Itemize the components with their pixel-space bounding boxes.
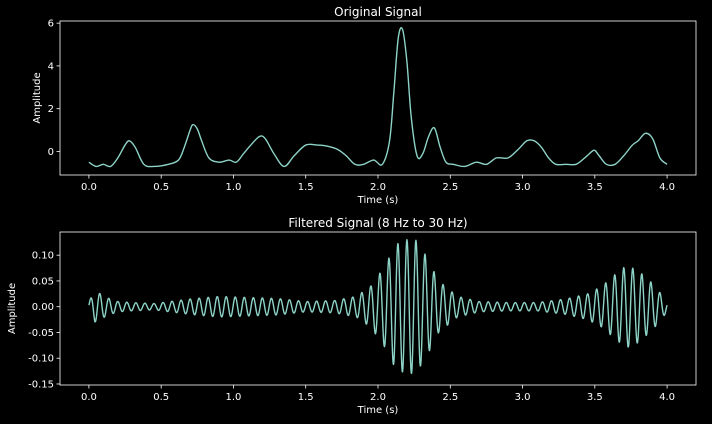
x-tick-label: 1.5 <box>298 392 314 403</box>
x-tick-label: 0.0 <box>81 182 97 193</box>
y-tick-label: 2 <box>48 104 54 115</box>
x-tick-label: 1.0 <box>226 182 242 193</box>
x-tick-label: 0.0 <box>81 392 97 403</box>
x-axis-label: Time (s) <box>357 405 399 416</box>
y-tick-label: 0.10 <box>32 251 54 262</box>
y-tick-label: -0.05 <box>28 328 54 339</box>
signal-line <box>88 239 668 374</box>
y-axis-label: Amplitude <box>32 72 43 123</box>
y-tick-label: 4 <box>48 61 54 72</box>
x-tick-label: 3.0 <box>515 392 531 403</box>
y-tick-label: 0.00 <box>32 302 54 313</box>
axes-frame <box>59 20 697 176</box>
y-tick-label: -0.15 <box>28 379 54 390</box>
x-axis-label: Time (s) <box>357 195 399 206</box>
y-tick-label: 0.05 <box>32 276 54 287</box>
x-tick-label: 4.0 <box>659 392 675 403</box>
signal-line <box>88 27 668 168</box>
x-tick-label: 3.0 <box>515 182 531 193</box>
y-axis-label: Amplitude <box>7 283 18 334</box>
x-tick-label: 4.0 <box>659 182 675 193</box>
y-tick-label: 6 <box>48 19 54 30</box>
x-tick-label: 2.5 <box>442 182 458 193</box>
chart-title: Filtered Signal (8 Hz to 30 Hz) <box>288 216 467 230</box>
x-tick-label: 3.5 <box>587 392 603 403</box>
x-tick-label: 3.5 <box>587 182 603 193</box>
x-tick-label: 1.0 <box>226 392 242 403</box>
x-tick-label: 2.0 <box>370 392 386 403</box>
x-tick-label: 2.5 <box>442 392 458 403</box>
subplot-1: 0.0 0.5 1.0 1.5 2.0 2.5 3.0 3.5 4.0 0 2 4 6 Original … <box>32 5 697 206</box>
x-tick-label: 2.0 <box>370 182 386 193</box>
x-tick-label: 0.5 <box>153 392 169 403</box>
x-tick-label: 1.5 <box>298 182 314 193</box>
subplot-2: 0.0 0.5 1.0 1.5 2.0 2.5 3.0 3.5 4.0 -0.15 -0.10 -0.… <box>7 216 697 416</box>
x-tick-label: 0.5 <box>153 182 169 193</box>
y-tick-label: 0 <box>48 147 54 158</box>
chart-title: Original Signal <box>334 5 422 19</box>
y-tick-label: -0.10 <box>28 354 54 365</box>
